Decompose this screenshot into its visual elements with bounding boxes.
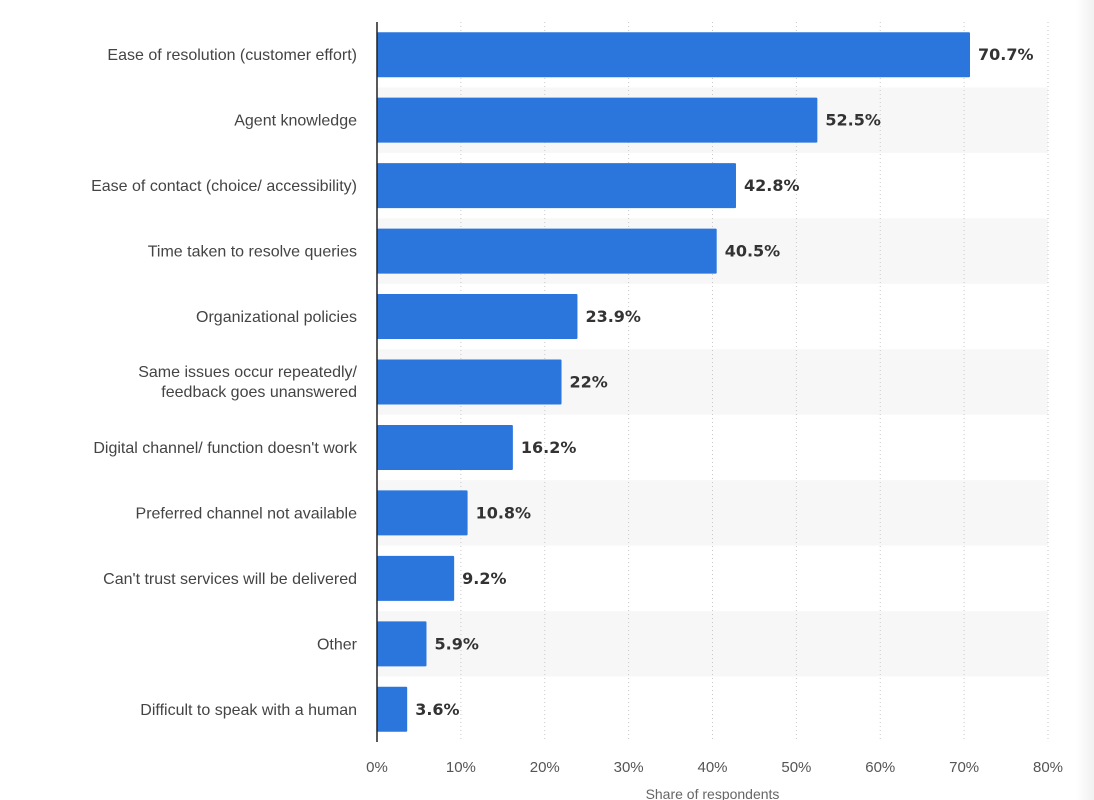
value-label: 3.6% [415,700,459,719]
x-tick-label: 40% [697,759,727,776]
bar [377,97,818,143]
value-labels: 70.7% 52.5% 42.8% 40.5% 23.9% 22% 16.2% 10.8% 9.… [415,45,1033,719]
bar [377,555,455,601]
bar [377,228,717,274]
bar [377,359,562,405]
category-label: Preferred channel not available [136,505,358,522]
value-label: 52.5% [825,111,881,130]
x-tick-label: 0% [366,759,388,776]
category-label: Other [317,636,358,653]
value-label: 23.9% [585,307,641,326]
x-tick-label: 10% [446,759,476,776]
x-tick-label: 20% [530,759,560,776]
value-label: 40.5% [725,242,781,261]
category-label: Time taken to resolve queries [148,244,357,261]
bar [377,32,970,78]
bar [377,490,468,536]
category-labels: Ease of resolution (customer effort) Agen… [91,47,358,719]
category-label: Organizational policies [196,309,357,326]
value-label: 22% [570,373,608,392]
category-label: Agent knowledge [234,113,357,130]
x-axis-title: Share of respondents [646,786,780,800]
x-tick-label: 50% [781,759,811,776]
bar [377,294,578,340]
category-label: Digital channel/ function doesn't work [93,440,358,457]
category-label: Difficult to speak with a human [140,702,357,719]
value-label: 10.8% [476,503,532,522]
right-edge-shade [1076,0,1094,800]
x-tick-label: 70% [949,759,979,776]
x-tick-labels: 0% 10% 20% 30% 40% 50% 60% 70% 80% [366,759,1063,776]
category-label: Same issues occur repeatedly/feedback go… [138,364,357,401]
value-label: 70.7% [978,45,1034,64]
x-tick-label: 60% [865,759,895,776]
bar [377,163,736,209]
bar [377,424,513,470]
bar [377,621,427,667]
x-tick-label: 30% [614,759,644,776]
bar [377,686,408,732]
x-tick-label: 80% [1033,759,1063,776]
bars [377,32,970,732]
value-label: 5.9% [434,634,478,653]
category-label: Ease of resolution (customer effort) [107,47,357,64]
category-label: Can't trust services will be delivered [103,571,357,588]
value-label: 16.2% [521,438,577,457]
category-label: Ease of contact (choice/ accessibility) [91,178,357,195]
value-label: 42.8% [744,176,800,195]
value-label: 9.2% [462,569,506,588]
